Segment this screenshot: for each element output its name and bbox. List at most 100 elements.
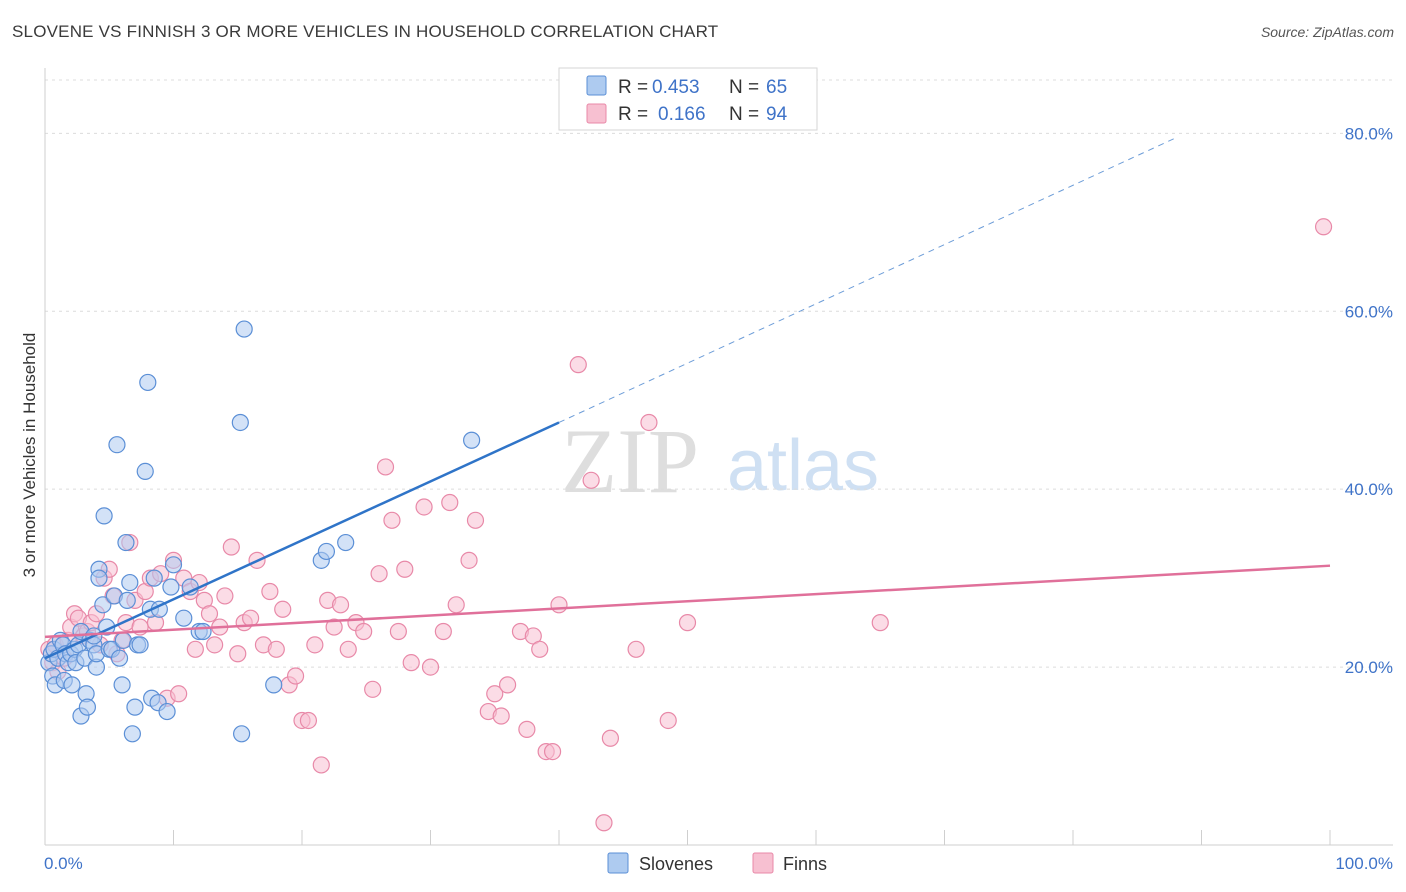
finns-point [569, 356, 587, 374]
slovenes-point [139, 373, 157, 392]
slovenes-point [90, 569, 108, 587]
y-tick-label: 60.0% [1345, 302, 1393, 321]
finns-point [659, 711, 677, 730]
axes [44, 68, 1393, 846]
finns-point [216, 587, 234, 605]
bottom-legend: Slovenes Finns [607, 852, 827, 874]
slovenes-point [117, 533, 135, 552]
slovenes-trend-extension [558, 137, 1177, 423]
y-axis-label: 3 or more Vehicles in Household [20, 333, 39, 578]
slovenes-trend-line [44, 421, 560, 660]
finns-point [339, 640, 357, 658]
legend-swatch-slovenes [586, 75, 607, 96]
finns-point [601, 729, 620, 747]
bottom-legend-label-finns: Finns [783, 854, 827, 874]
legend-n-value: 65 [766, 77, 787, 98]
data-points [40, 218, 1333, 832]
finns-point [518, 720, 536, 738]
chart-source: Source: ZipAtlas.com [1260, 24, 1394, 40]
finns-point [402, 654, 420, 672]
slovenes-point [175, 609, 193, 627]
slovenes-point [317, 542, 336, 561]
slovenes-point [235, 320, 253, 338]
finns-point [595, 814, 613, 832]
finns-point [640, 413, 658, 432]
slovenes-point [63, 676, 81, 694]
legend-n-label: N = [729, 104, 759, 125]
slovenes-point [233, 725, 251, 743]
finns-point [627, 640, 645, 658]
finns-point [871, 614, 889, 632]
finns-point [441, 493, 459, 512]
legend-r-value: 0.453 [652, 77, 700, 98]
finns-point [582, 471, 600, 489]
slovenes-point [145, 569, 163, 587]
finns-point [267, 640, 285, 658]
slovenes-point [94, 596, 112, 614]
finns-point [312, 756, 330, 774]
legend: R = 0.453 N = 65 R = 0.166 N = 94 [558, 67, 818, 131]
slovenes-point [337, 533, 355, 552]
finns-point [299, 711, 318, 730]
slovenes-point [136, 462, 154, 480]
finns-point [242, 609, 260, 627]
legend-swatch-finns [586, 103, 607, 124]
finns-point [331, 596, 350, 614]
finns-point [389, 622, 407, 641]
legend-r-label: R = [618, 104, 648, 125]
slovenes-point [463, 431, 481, 449]
finns-point [531, 640, 549, 658]
bottom-legend-swatch-slovenes [607, 852, 629, 874]
finns-point [200, 605, 219, 623]
finns-point [415, 498, 433, 516]
slovenes-point [126, 698, 144, 716]
legend-n-label: N = [729, 77, 759, 98]
slovenes-point [95, 507, 113, 525]
watermark-atlas: atlas [727, 426, 879, 506]
tick-labels: 20.0% 40.0% 60.0% 80.0% 0.0% 100.0% [44, 124, 1393, 873]
slovenes-point [78, 698, 97, 716]
gridlines [45, 79, 1393, 668]
finns-point [421, 658, 440, 676]
finns-point [486, 685, 504, 703]
finns-point [447, 596, 465, 614]
finns-point [170, 685, 188, 703]
slovenes-point [108, 436, 126, 454]
slovenes-point [164, 556, 183, 574]
slovenes-point [231, 413, 249, 432]
finns-point [678, 614, 697, 632]
y-tick-label: 80.0% [1345, 124, 1393, 143]
slovenes-point [265, 676, 283, 694]
legend-r-value: 0.166 [658, 104, 706, 125]
finns-point [460, 551, 478, 569]
finns-point [1314, 218, 1333, 236]
slovenes-point [118, 591, 136, 609]
finns-point [355, 622, 373, 641]
finns-point [499, 676, 517, 694]
slovenes-point [113, 676, 131, 694]
finns-point [286, 667, 305, 685]
finns-point [466, 511, 485, 529]
slovenes-point [162, 578, 180, 596]
finns-point [274, 600, 292, 618]
finns-point [261, 582, 279, 601]
slovenes-point [121, 573, 139, 592]
slovenes-point [158, 702, 176, 721]
finns-point [370, 565, 388, 583]
finns-point [383, 511, 401, 529]
slovenes-point [114, 631, 132, 650]
slovenes-point [194, 622, 212, 641]
y-tick-label: 40.0% [1345, 480, 1393, 499]
finns-point [376, 458, 395, 476]
chart-title: SLOVENE VS FINNISH 3 OR MORE VEHICLES IN… [12, 22, 719, 41]
finns-point [492, 707, 510, 725]
bottom-legend-label-slovenes: Slovenes [639, 854, 713, 874]
finns-point [434, 622, 452, 641]
trend-lines [44, 137, 1331, 660]
finns-point [396, 560, 414, 578]
finns-point [222, 538, 240, 556]
finns-point [186, 640, 204, 658]
finns-point [325, 618, 343, 636]
finns-point [543, 742, 562, 761]
